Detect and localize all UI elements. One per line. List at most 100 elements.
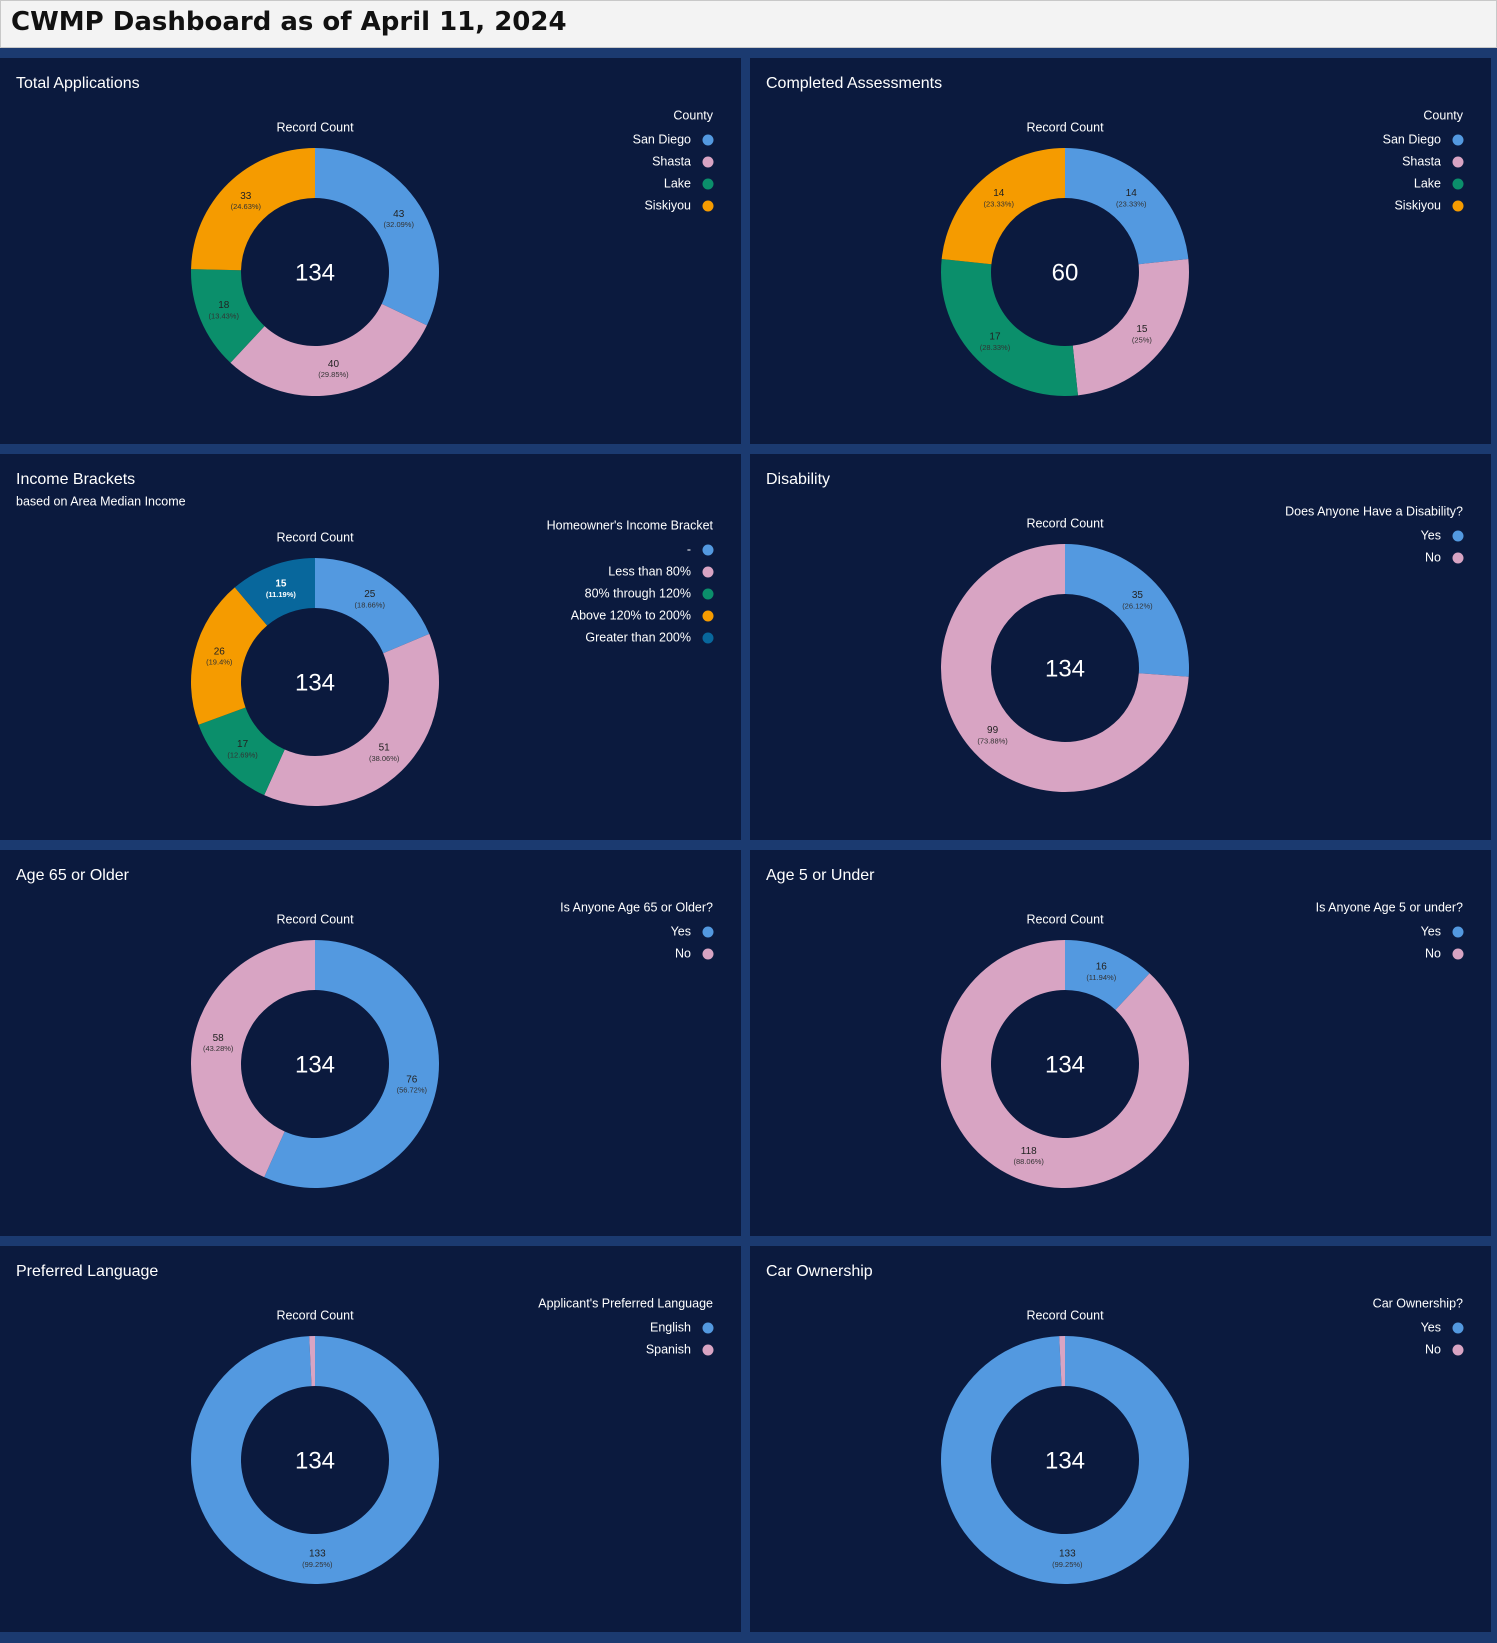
slice-value-label: 40 [328, 359, 340, 370]
legend-marker [702, 926, 714, 938]
legend-marker [702, 156, 714, 168]
chart-title: Total Applications [16, 75, 140, 92]
slice-percent-label: (12.69%) [227, 750, 258, 759]
legend-marker [702, 200, 714, 212]
slice-percent-label: (99.25%) [1052, 1560, 1083, 1569]
total-label: 134 [1045, 1447, 1085, 1474]
measure-label: Record Count [276, 530, 354, 544]
total-label: 134 [1045, 655, 1085, 682]
donut-slice [190, 940, 315, 1178]
slice-value-label: 99 [987, 725, 999, 736]
chart-subtitle: based on Area Median Income [16, 494, 186, 508]
legend-label: Yes [1421, 528, 1441, 542]
legend-label: No [675, 946, 691, 960]
slice-percent-label: (73.88%) [977, 736, 1008, 745]
donut-slice [309, 1336, 315, 1387]
chart-panel: Car Ownership Record Count 133(99.25%) 134 C… [750, 1246, 1491, 1632]
slice-percent-label: (29.85%) [318, 370, 349, 379]
legend-label: Less than 80% [608, 564, 691, 578]
legend-label: - [687, 542, 691, 556]
chart-panel: Income Brackets based on Area Median Inco… [0, 454, 741, 840]
legend-marker [1452, 156, 1464, 168]
legend-label: Shasta [652, 154, 691, 168]
total-label: 134 [295, 1051, 335, 1078]
donut-slice [1065, 940, 1150, 1010]
slice-value-label: 14 [993, 188, 1005, 199]
legend-marker [1452, 178, 1464, 190]
slice-value-label: 18 [218, 300, 230, 311]
slice-value-label: 58 [213, 1033, 225, 1044]
slice-percent-label: (13.43%) [209, 311, 240, 320]
slice-value-label: 33 [240, 191, 252, 202]
donut-slice [941, 148, 1065, 265]
measure-label: Record Count [1026, 912, 1104, 926]
donut-slice [191, 1336, 440, 1584]
chart-panel: Total Applications Record Count 43(32.09%)… [0, 58, 741, 444]
donut-slice [198, 707, 285, 796]
donut-slice [315, 558, 430, 654]
legend-label: Siskiyou [644, 198, 691, 212]
slice-percent-label: (23.33%) [984, 199, 1015, 208]
legend-title: Is Anyone Age 5 or under? [1316, 900, 1463, 914]
donut-slice [190, 269, 265, 363]
slice-value-label: 133 [1059, 1549, 1076, 1560]
legend-label: Yes [671, 924, 691, 938]
slice-percent-label: (23.33%) [1116, 199, 1147, 208]
total-label: 60 [1052, 259, 1079, 286]
legend-marker [1452, 552, 1464, 564]
donut-slice [1072, 259, 1189, 396]
legend-label: No [1425, 1342, 1441, 1356]
donut-slice [315, 148, 439, 326]
donut-slice [1059, 1336, 1065, 1387]
legend-label: Above 120% to 200% [571, 608, 691, 622]
legend-label: Greater than 200% [585, 630, 691, 644]
total-label: 134 [295, 259, 335, 286]
measure-label: Record Count [276, 1308, 354, 1322]
slice-percent-label: (56.72%) [397, 1086, 428, 1095]
legend-marker [702, 544, 714, 556]
legend-label: Yes [1421, 924, 1441, 938]
dashboard-title: CWMP Dashboard as of April 11, 2024 [11, 7, 567, 37]
legend-label: Lake [1414, 176, 1441, 190]
slice-percent-label: (19.4%) [206, 658, 233, 667]
slice-value-label: 76 [406, 1074, 418, 1085]
slice-percent-label: (25%) [1132, 335, 1153, 344]
slice-value-label: 17 [989, 332, 1001, 343]
donut-slice [234, 558, 315, 626]
legend-marker [702, 566, 714, 578]
legend-label: San Diego [633, 132, 691, 146]
slice-value-label: 43 [393, 209, 405, 220]
donut-slice [230, 303, 427, 396]
legend-title: Car Ownership? [1373, 1296, 1463, 1310]
legend-marker [702, 632, 714, 644]
donut-slice [1065, 544, 1189, 677]
measure-label: Record Count [276, 120, 354, 134]
legend-label: Siskiyou [1394, 198, 1441, 212]
legend-marker [702, 134, 714, 146]
legend-marker [702, 1344, 714, 1356]
donut-slice [191, 148, 315, 271]
legend-title: Is Anyone Age 65 or Older? [560, 900, 713, 914]
slice-value-label: 17 [237, 739, 249, 750]
legend-title: Homeowner's Income Bracket [547, 518, 714, 532]
legend-marker [1452, 200, 1464, 212]
slice-percent-label: (28.33%) [980, 343, 1011, 352]
legend-label: No [1425, 946, 1441, 960]
total-label: 134 [295, 669, 335, 696]
chart-panel: Age 5 or Under Record Count 16(11.94%) 118(… [750, 850, 1491, 1236]
chart-title: Disability [766, 471, 830, 488]
chart-title: Age 65 or Older [16, 867, 130, 884]
legend-label: No [1425, 550, 1441, 564]
slice-value-label: 16 [1096, 962, 1108, 973]
slice-value-label: 26 [214, 646, 226, 657]
legend-title: Applicant's Preferred Language [538, 1296, 713, 1310]
slice-percent-label: (43.28%) [203, 1044, 234, 1053]
chart-panel: Disability Record Count 35(26.12%) 99(73.88… [750, 454, 1491, 840]
total-label: 134 [295, 1447, 335, 1474]
slice-value-label: 35 [1132, 590, 1144, 601]
slice-value-label: 133 [309, 1549, 326, 1560]
legend-label: San Diego [1383, 132, 1441, 146]
legend-marker [702, 610, 714, 622]
